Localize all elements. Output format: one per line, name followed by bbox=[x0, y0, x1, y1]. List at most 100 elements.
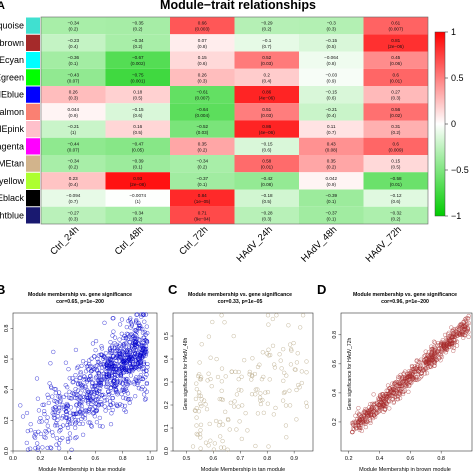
cell-pvalue: (0.03) bbox=[261, 113, 273, 118]
data-point bbox=[416, 367, 421, 372]
heatmap-cell bbox=[234, 137, 299, 155]
data-point bbox=[79, 404, 84, 409]
data-point bbox=[128, 316, 133, 321]
data-point bbox=[114, 377, 119, 382]
data-point bbox=[136, 386, 142, 391]
data-point bbox=[466, 334, 471, 339]
data-point bbox=[455, 326, 460, 331]
data-point bbox=[219, 388, 224, 393]
data-point bbox=[28, 446, 33, 451]
cell-correlation: 0.2 bbox=[264, 72, 271, 77]
data-point bbox=[88, 376, 94, 381]
data-point bbox=[120, 358, 126, 363]
data-point bbox=[116, 343, 122, 349]
data-point bbox=[143, 312, 149, 317]
data-point bbox=[250, 356, 255, 361]
data-point bbox=[142, 337, 148, 343]
data-point bbox=[418, 371, 424, 376]
cell-pvalue: (0.2) bbox=[198, 165, 208, 170]
cell-correlation: 0.51 bbox=[262, 107, 271, 112]
x-tick-label: 0.6 bbox=[407, 456, 415, 462]
data-point bbox=[143, 332, 148, 337]
data-point bbox=[284, 373, 289, 378]
module-swatch bbox=[26, 17, 40, 34]
data-point bbox=[140, 312, 146, 317]
cell-correlation: 0.52 bbox=[262, 55, 271, 60]
data-point bbox=[371, 402, 376, 408]
cell-pvalue: (9e−04) bbox=[194, 216, 210, 221]
data-point bbox=[93, 338, 99, 344]
colorbar-ticks: 1 0.5 0 −0.5 −1 bbox=[445, 27, 469, 221]
cell-correlation: −0.27 bbox=[67, 210, 79, 215]
data-point bbox=[28, 428, 33, 433]
data-point bbox=[288, 347, 294, 352]
data-point bbox=[88, 420, 93, 425]
data-point bbox=[266, 347, 271, 352]
data-point bbox=[141, 369, 147, 374]
data-point bbox=[266, 444, 271, 449]
data-point bbox=[92, 366, 97, 372]
colorbar-gradient bbox=[434, 31, 446, 217]
data-point bbox=[107, 391, 112, 397]
data-point bbox=[396, 394, 401, 399]
heatmap-cell bbox=[170, 103, 235, 121]
data-point bbox=[70, 380, 75, 385]
cell-correlation: 0.6 bbox=[393, 141, 400, 146]
cell-pvalue: (0.03) bbox=[196, 130, 208, 135]
y-tick-label: 0.6 bbox=[4, 355, 10, 363]
data-point bbox=[207, 421, 212, 427]
heatmap-cell bbox=[41, 68, 106, 86]
data-point bbox=[90, 381, 95, 386]
data-point bbox=[28, 422, 33, 427]
data-point bbox=[369, 407, 375, 413]
data-point bbox=[133, 352, 138, 357]
data-point bbox=[419, 371, 424, 376]
data-point bbox=[193, 396, 199, 402]
data-point bbox=[138, 346, 143, 352]
data-point bbox=[49, 385, 54, 391]
data-point bbox=[240, 403, 245, 408]
data-point bbox=[46, 395, 51, 400]
data-point bbox=[220, 438, 225, 444]
data-point bbox=[89, 356, 94, 361]
data-point bbox=[462, 327, 467, 332]
data-point bbox=[24, 440, 29, 446]
heatmap-title: Module−trait relationships bbox=[160, 0, 316, 12]
data-point bbox=[397, 383, 403, 389]
data-point bbox=[255, 387, 260, 392]
data-point bbox=[192, 408, 198, 413]
cell-pvalue: (0.2) bbox=[69, 165, 79, 170]
data-point bbox=[261, 410, 266, 415]
cell-pvalue: (0.9) bbox=[69, 113, 79, 118]
data-point bbox=[377, 408, 383, 414]
data-point bbox=[237, 419, 242, 424]
data-point bbox=[456, 325, 462, 330]
data-point bbox=[127, 340, 132, 345]
data-point bbox=[95, 388, 100, 393]
data-point bbox=[281, 378, 286, 383]
y-tick-label: 0.8 bbox=[332, 331, 338, 339]
data-point bbox=[114, 389, 119, 395]
data-point bbox=[212, 441, 217, 446]
data-point bbox=[234, 392, 240, 397]
data-point bbox=[286, 323, 291, 328]
heatmap-cell bbox=[363, 86, 428, 104]
data-point bbox=[299, 380, 304, 386]
data-point bbox=[249, 377, 254, 382]
data-point bbox=[416, 359, 421, 364]
data-point bbox=[144, 381, 149, 387]
data-point bbox=[414, 358, 419, 364]
data-point bbox=[412, 364, 417, 369]
heatmap-border bbox=[40, 16, 429, 225]
data-point bbox=[88, 373, 93, 378]
data-point bbox=[104, 384, 109, 389]
data-point bbox=[128, 373, 134, 378]
cell-pvalue: (0.1) bbox=[133, 165, 143, 170]
data-point bbox=[414, 371, 419, 376]
data-point bbox=[388, 389, 393, 394]
data-point bbox=[53, 390, 58, 396]
data-point bbox=[257, 362, 262, 367]
data-point bbox=[122, 341, 127, 346]
module-swatch bbox=[26, 172, 40, 189]
data-point bbox=[73, 435, 78, 441]
